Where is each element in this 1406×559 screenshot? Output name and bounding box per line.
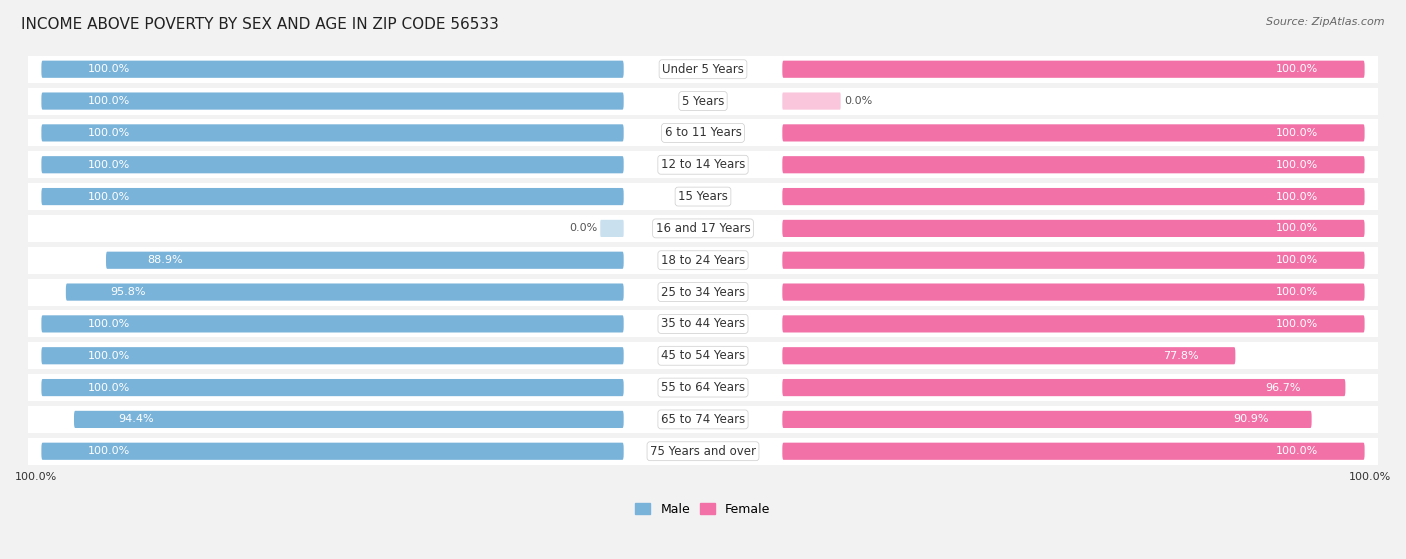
Text: 100.0%: 100.0% <box>1275 224 1317 234</box>
Text: 100.0%: 100.0% <box>1275 319 1317 329</box>
Text: 100.0%: 100.0% <box>89 446 131 456</box>
Text: 100.0%: 100.0% <box>1275 64 1317 74</box>
Text: 16 and 17 Years: 16 and 17 Years <box>655 222 751 235</box>
FancyBboxPatch shape <box>41 60 624 78</box>
Text: 6 to 11 Years: 6 to 11 Years <box>665 126 741 139</box>
Text: 55 to 64 Years: 55 to 64 Years <box>661 381 745 394</box>
Text: 100.0%: 100.0% <box>1348 472 1391 482</box>
Text: 77.8%: 77.8% <box>1163 350 1199 361</box>
FancyBboxPatch shape <box>41 92 624 110</box>
Text: 75 Years and over: 75 Years and over <box>650 445 756 458</box>
Text: 65 to 74 Years: 65 to 74 Years <box>661 413 745 426</box>
Text: 100.0%: 100.0% <box>1275 446 1317 456</box>
Text: 35 to 44 Years: 35 to 44 Years <box>661 318 745 330</box>
Text: 100.0%: 100.0% <box>1275 160 1317 170</box>
Text: 18 to 24 Years: 18 to 24 Years <box>661 254 745 267</box>
Text: 100.0%: 100.0% <box>89 96 131 106</box>
Text: 0.0%: 0.0% <box>569 224 598 234</box>
Legend: Male, Female: Male, Female <box>630 498 776 521</box>
Text: 88.9%: 88.9% <box>148 255 183 265</box>
Text: 100.0%: 100.0% <box>89 128 131 138</box>
FancyBboxPatch shape <box>782 124 1365 141</box>
FancyBboxPatch shape <box>782 347 1236 364</box>
Text: Source: ZipAtlas.com: Source: ZipAtlas.com <box>1267 17 1385 27</box>
Bar <box>28 278 1378 306</box>
FancyBboxPatch shape <box>782 252 1365 269</box>
FancyBboxPatch shape <box>600 220 624 237</box>
FancyBboxPatch shape <box>41 443 624 460</box>
FancyBboxPatch shape <box>782 315 1365 333</box>
Text: 15 Years: 15 Years <box>678 190 728 203</box>
FancyBboxPatch shape <box>75 411 624 428</box>
Text: 94.4%: 94.4% <box>118 414 153 424</box>
FancyBboxPatch shape <box>782 188 1365 205</box>
FancyBboxPatch shape <box>41 315 624 333</box>
FancyBboxPatch shape <box>41 124 624 141</box>
Text: 25 to 34 Years: 25 to 34 Years <box>661 286 745 299</box>
Bar <box>28 406 1378 433</box>
Text: INCOME ABOVE POVERTY BY SEX AND AGE IN ZIP CODE 56533: INCOME ABOVE POVERTY BY SEX AND AGE IN Z… <box>21 17 499 32</box>
Text: 45 to 54 Years: 45 to 54 Years <box>661 349 745 362</box>
Bar <box>28 247 1378 274</box>
Text: 100.0%: 100.0% <box>89 350 131 361</box>
Text: 5 Years: 5 Years <box>682 94 724 107</box>
Text: 100.0%: 100.0% <box>1275 128 1317 138</box>
Bar <box>28 56 1378 83</box>
Text: 100.0%: 100.0% <box>89 382 131 392</box>
FancyBboxPatch shape <box>782 60 1365 78</box>
Text: 100.0%: 100.0% <box>89 160 131 170</box>
FancyBboxPatch shape <box>782 379 1346 396</box>
Text: 0.0%: 0.0% <box>844 96 872 106</box>
FancyBboxPatch shape <box>41 379 624 396</box>
FancyBboxPatch shape <box>41 347 624 364</box>
Bar <box>28 120 1378 146</box>
Bar <box>28 215 1378 242</box>
Bar <box>28 438 1378 465</box>
Bar <box>28 310 1378 338</box>
FancyBboxPatch shape <box>782 283 1365 301</box>
Text: 12 to 14 Years: 12 to 14 Years <box>661 158 745 171</box>
Text: 100.0%: 100.0% <box>1275 192 1317 202</box>
FancyBboxPatch shape <box>41 156 624 173</box>
Bar <box>28 342 1378 369</box>
Text: 100.0%: 100.0% <box>15 472 58 482</box>
FancyBboxPatch shape <box>782 411 1312 428</box>
Bar <box>28 88 1378 115</box>
Text: 100.0%: 100.0% <box>89 319 131 329</box>
Text: 100.0%: 100.0% <box>89 192 131 202</box>
Bar <box>28 151 1378 178</box>
FancyBboxPatch shape <box>105 252 624 269</box>
Text: 100.0%: 100.0% <box>1275 255 1317 265</box>
Text: 100.0%: 100.0% <box>89 64 131 74</box>
Bar <box>28 183 1378 210</box>
FancyBboxPatch shape <box>782 92 841 110</box>
Text: 90.9%: 90.9% <box>1233 414 1270 424</box>
FancyBboxPatch shape <box>41 188 624 205</box>
Text: Under 5 Years: Under 5 Years <box>662 63 744 75</box>
Text: 95.8%: 95.8% <box>111 287 146 297</box>
Text: 96.7%: 96.7% <box>1265 382 1301 392</box>
FancyBboxPatch shape <box>782 156 1365 173</box>
Bar <box>28 374 1378 401</box>
Text: 100.0%: 100.0% <box>1275 287 1317 297</box>
FancyBboxPatch shape <box>782 220 1365 237</box>
FancyBboxPatch shape <box>66 283 624 301</box>
FancyBboxPatch shape <box>782 443 1365 460</box>
